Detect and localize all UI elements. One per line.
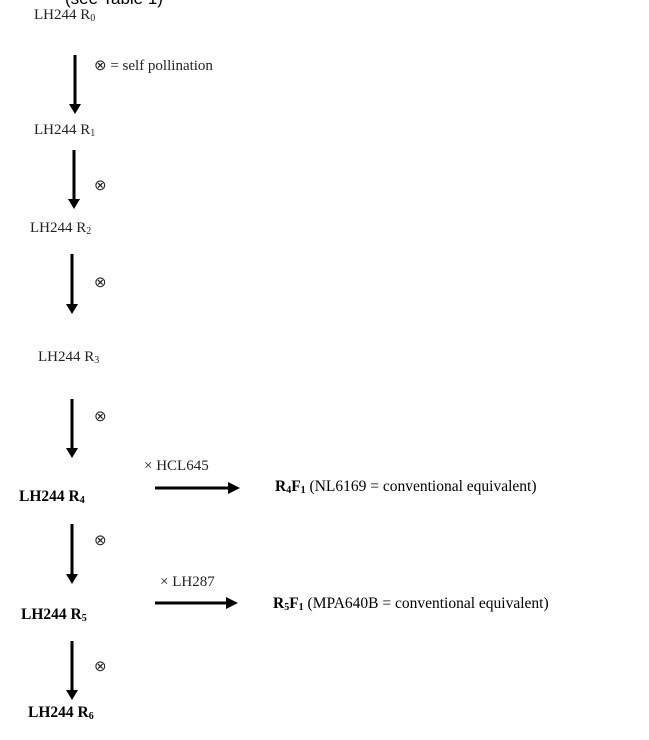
cropped-header-text: (see Table 1) bbox=[65, 0, 163, 9]
node-r1: LH244 R1 bbox=[34, 122, 96, 139]
node-r5: LH244 R5 bbox=[21, 606, 87, 624]
cross-arrowhead-2 bbox=[226, 597, 238, 609]
arrowhead-r0-r1 bbox=[69, 104, 81, 114]
node-r4: LH244 R4 bbox=[19, 488, 85, 506]
self-symbol: ⊗ bbox=[94, 533, 107, 549]
arrowhead-r3-r4 bbox=[66, 448, 78, 458]
arrowhead-r1-r2 bbox=[68, 199, 80, 209]
node-r0: LH244 R0 bbox=[34, 7, 96, 24]
cross-label-2: × LH287 bbox=[160, 574, 215, 590]
self-symbol: ⊗ bbox=[94, 659, 107, 675]
self-pollination-legend: ⊗ = self pollination bbox=[94, 58, 213, 74]
self-symbol: ⊗ bbox=[94, 409, 107, 425]
cross-result-1: R4F1 (NL6169 = conventional equivalent) bbox=[275, 478, 537, 496]
node-r6: LH244 R6 bbox=[28, 704, 94, 722]
cross-result-2: R5F1 (MPA640B = conventional equivalent) bbox=[273, 595, 549, 613]
arrowhead-r5-r6 bbox=[66, 690, 78, 700]
arrowhead-r4-r5 bbox=[66, 574, 78, 584]
self-symbol: ⊗ bbox=[94, 178, 107, 194]
cross-label-1: × HCL645 bbox=[144, 458, 209, 474]
arrowhead-r2-r3 bbox=[66, 304, 78, 314]
node-r3: LH244 R3 bbox=[38, 349, 100, 366]
self-symbol: ⊗ bbox=[94, 275, 107, 291]
node-r2: LH244 R2 bbox=[30, 220, 92, 237]
cross-arrowhead-1 bbox=[228, 482, 240, 494]
